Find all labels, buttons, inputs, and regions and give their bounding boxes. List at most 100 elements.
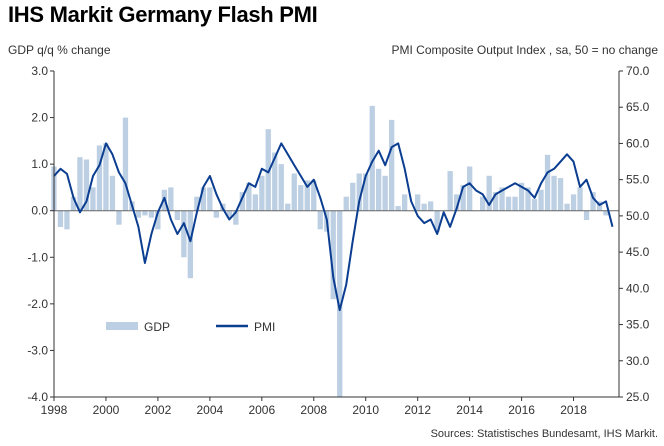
x-tick-label: 2016 xyxy=(508,403,535,417)
gdp-bar xyxy=(603,210,609,216)
gdp-bar xyxy=(109,175,116,211)
gdp-bar xyxy=(317,210,323,230)
right-tick-label: 40.0 xyxy=(626,281,650,295)
gdp-bar xyxy=(304,180,310,211)
gdp-bar xyxy=(194,196,200,211)
gdp-bar xyxy=(415,194,421,211)
gdp-bar xyxy=(103,143,109,211)
gdp-bar xyxy=(596,201,603,211)
gdp-bar xyxy=(278,164,284,211)
gdp-bar xyxy=(460,185,466,211)
gdp-bar xyxy=(382,175,388,211)
x-tick-label: 2000 xyxy=(93,403,120,417)
right-tick-label: 45.0 xyxy=(626,245,650,259)
right-tick-label: 30.0 xyxy=(626,354,650,368)
gdp-bar xyxy=(531,199,538,211)
gdp-bar xyxy=(363,173,369,211)
gdp-bar xyxy=(376,168,382,211)
x-tick-label: 2012 xyxy=(404,403,431,417)
gdp-bar xyxy=(577,187,583,211)
gdp-bar xyxy=(538,189,544,211)
gdp-bar xyxy=(518,182,525,211)
left-tick-label: 0.0 xyxy=(31,204,48,218)
gdp-bar xyxy=(311,180,317,211)
gdp-bar xyxy=(96,145,103,211)
gdp-bar xyxy=(246,182,252,211)
right-tick-label: 35.0 xyxy=(626,318,650,332)
gdp-bar xyxy=(259,175,265,211)
chart-title: IHS Markit Germany Flash PMI xyxy=(8,2,318,27)
gdp-bar xyxy=(155,210,161,230)
x-tick-label: 2008 xyxy=(300,403,327,417)
gdp-bar xyxy=(480,196,486,211)
gdp-bar xyxy=(174,210,180,220)
gdp-bar xyxy=(350,182,356,211)
gdp-bar xyxy=(557,178,564,211)
gdp-bar xyxy=(265,129,271,211)
gdp-bar xyxy=(207,187,213,211)
gdp-bar xyxy=(233,210,239,225)
x-tick-label: 2010 xyxy=(352,403,379,417)
gdp-bar xyxy=(570,194,577,211)
left-tick-label: -2.0 xyxy=(27,297,48,311)
gdp-bar xyxy=(434,210,440,232)
gdp-bar xyxy=(148,210,155,218)
gdp-bar xyxy=(499,187,505,211)
right-tick-label: 50.0 xyxy=(626,209,650,223)
gdp-bar xyxy=(402,194,408,211)
gdp-bar xyxy=(467,166,473,211)
gdp-bar xyxy=(83,159,90,211)
gdp-bar xyxy=(200,187,206,211)
gdp-bar xyxy=(564,203,570,211)
x-tick-label: 2006 xyxy=(248,403,275,417)
gdp-bar xyxy=(389,119,395,211)
legend-pmi-label: PMI xyxy=(254,320,275,334)
gdp-bar xyxy=(590,192,596,211)
pmi-line xyxy=(53,142,614,312)
x-tick-label: 2004 xyxy=(197,403,224,417)
gdp-bar xyxy=(356,173,362,211)
gdp-bar xyxy=(168,187,174,211)
gdp-bar xyxy=(369,105,375,211)
right-axis-label: PMI Composite Output Index , sa, 50 = no… xyxy=(391,43,659,57)
gdp-bar xyxy=(525,187,531,211)
gdp-bar xyxy=(181,210,187,258)
gdp-bar xyxy=(343,196,349,211)
gdp-bar xyxy=(447,171,453,211)
gdp-bar xyxy=(90,187,96,211)
gdp-bar xyxy=(64,210,70,230)
gdp-bar xyxy=(291,173,297,211)
left-tick-label: 3.0 xyxy=(31,64,48,78)
gdp-bar xyxy=(512,196,518,211)
gdp-bar xyxy=(77,157,83,211)
left-axis-label: GDP q/q % change xyxy=(8,43,111,57)
left-tick-label: 1.0 xyxy=(31,157,48,171)
right-tick-label: 55.0 xyxy=(626,173,650,187)
gdp-bar xyxy=(551,175,557,211)
gdp-bar xyxy=(395,206,401,211)
gdp-bar xyxy=(486,175,492,211)
x-tick-label: 1998 xyxy=(41,403,68,417)
left-tick-label: -1.0 xyxy=(27,250,48,264)
gdp-bar xyxy=(70,196,77,211)
gdp-bar xyxy=(330,210,336,300)
gdp-bar xyxy=(544,154,551,211)
gdp-bar xyxy=(272,152,278,211)
gdp-bar xyxy=(583,210,590,220)
gdp-bar xyxy=(454,194,460,211)
left-tick-label: -4.0 xyxy=(27,390,48,404)
left-tick-label: 2.0 xyxy=(31,111,48,125)
gdp-bar xyxy=(505,196,512,211)
gdp-bar xyxy=(142,210,148,216)
gdp-bar xyxy=(226,210,232,218)
gdp-bar xyxy=(421,203,427,211)
gdp-bar xyxy=(116,210,122,225)
legend-gdp-swatch xyxy=(106,322,138,330)
gdp-bar xyxy=(187,210,193,279)
x-tick-label: 2014 xyxy=(456,403,483,417)
gdp-bar xyxy=(122,117,129,211)
right-tick-label: 25.0 xyxy=(626,390,650,404)
gdp-bar xyxy=(492,192,499,211)
right-tick-label: 65.0 xyxy=(626,100,650,114)
